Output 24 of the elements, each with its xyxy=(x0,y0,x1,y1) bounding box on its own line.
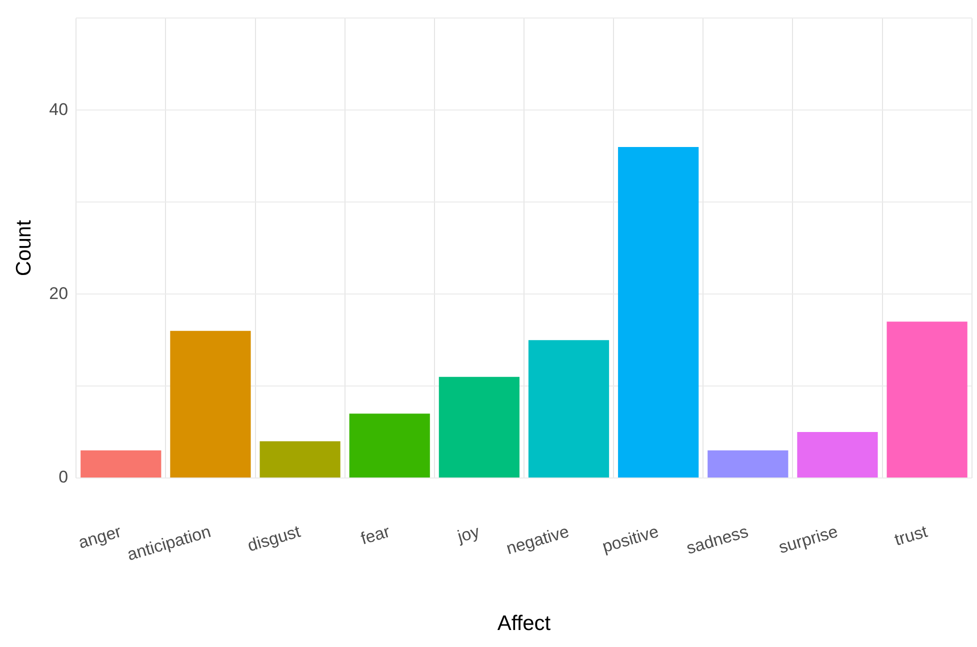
x-axis-title: Affect xyxy=(497,612,551,636)
y-tick-label: 20 xyxy=(49,284,68,303)
y-tick-label: 40 xyxy=(49,100,68,119)
bar xyxy=(886,322,968,478)
x-tick-label: anger xyxy=(76,522,124,552)
bar xyxy=(80,450,162,478)
x-tick-label: fear xyxy=(358,522,392,548)
x-tick-label: disgust xyxy=(245,522,303,556)
bar xyxy=(260,441,340,478)
bar xyxy=(349,414,430,478)
x-tick-label: joy xyxy=(454,522,482,547)
bar xyxy=(528,340,610,478)
y-tick-label: 0 xyxy=(58,468,68,487)
y-axis-title: Count xyxy=(12,220,36,276)
x-tick-label: trust xyxy=(892,522,930,550)
x-tick-label: positive xyxy=(600,522,661,556)
x-tick-label: sadness xyxy=(684,522,750,558)
bar xyxy=(438,376,520,478)
bar xyxy=(797,432,878,478)
x-tick-label: negative xyxy=(504,522,572,558)
bar xyxy=(618,146,699,478)
bar xyxy=(708,450,788,478)
x-tick-label: surprise xyxy=(776,522,840,558)
bar xyxy=(170,330,251,478)
